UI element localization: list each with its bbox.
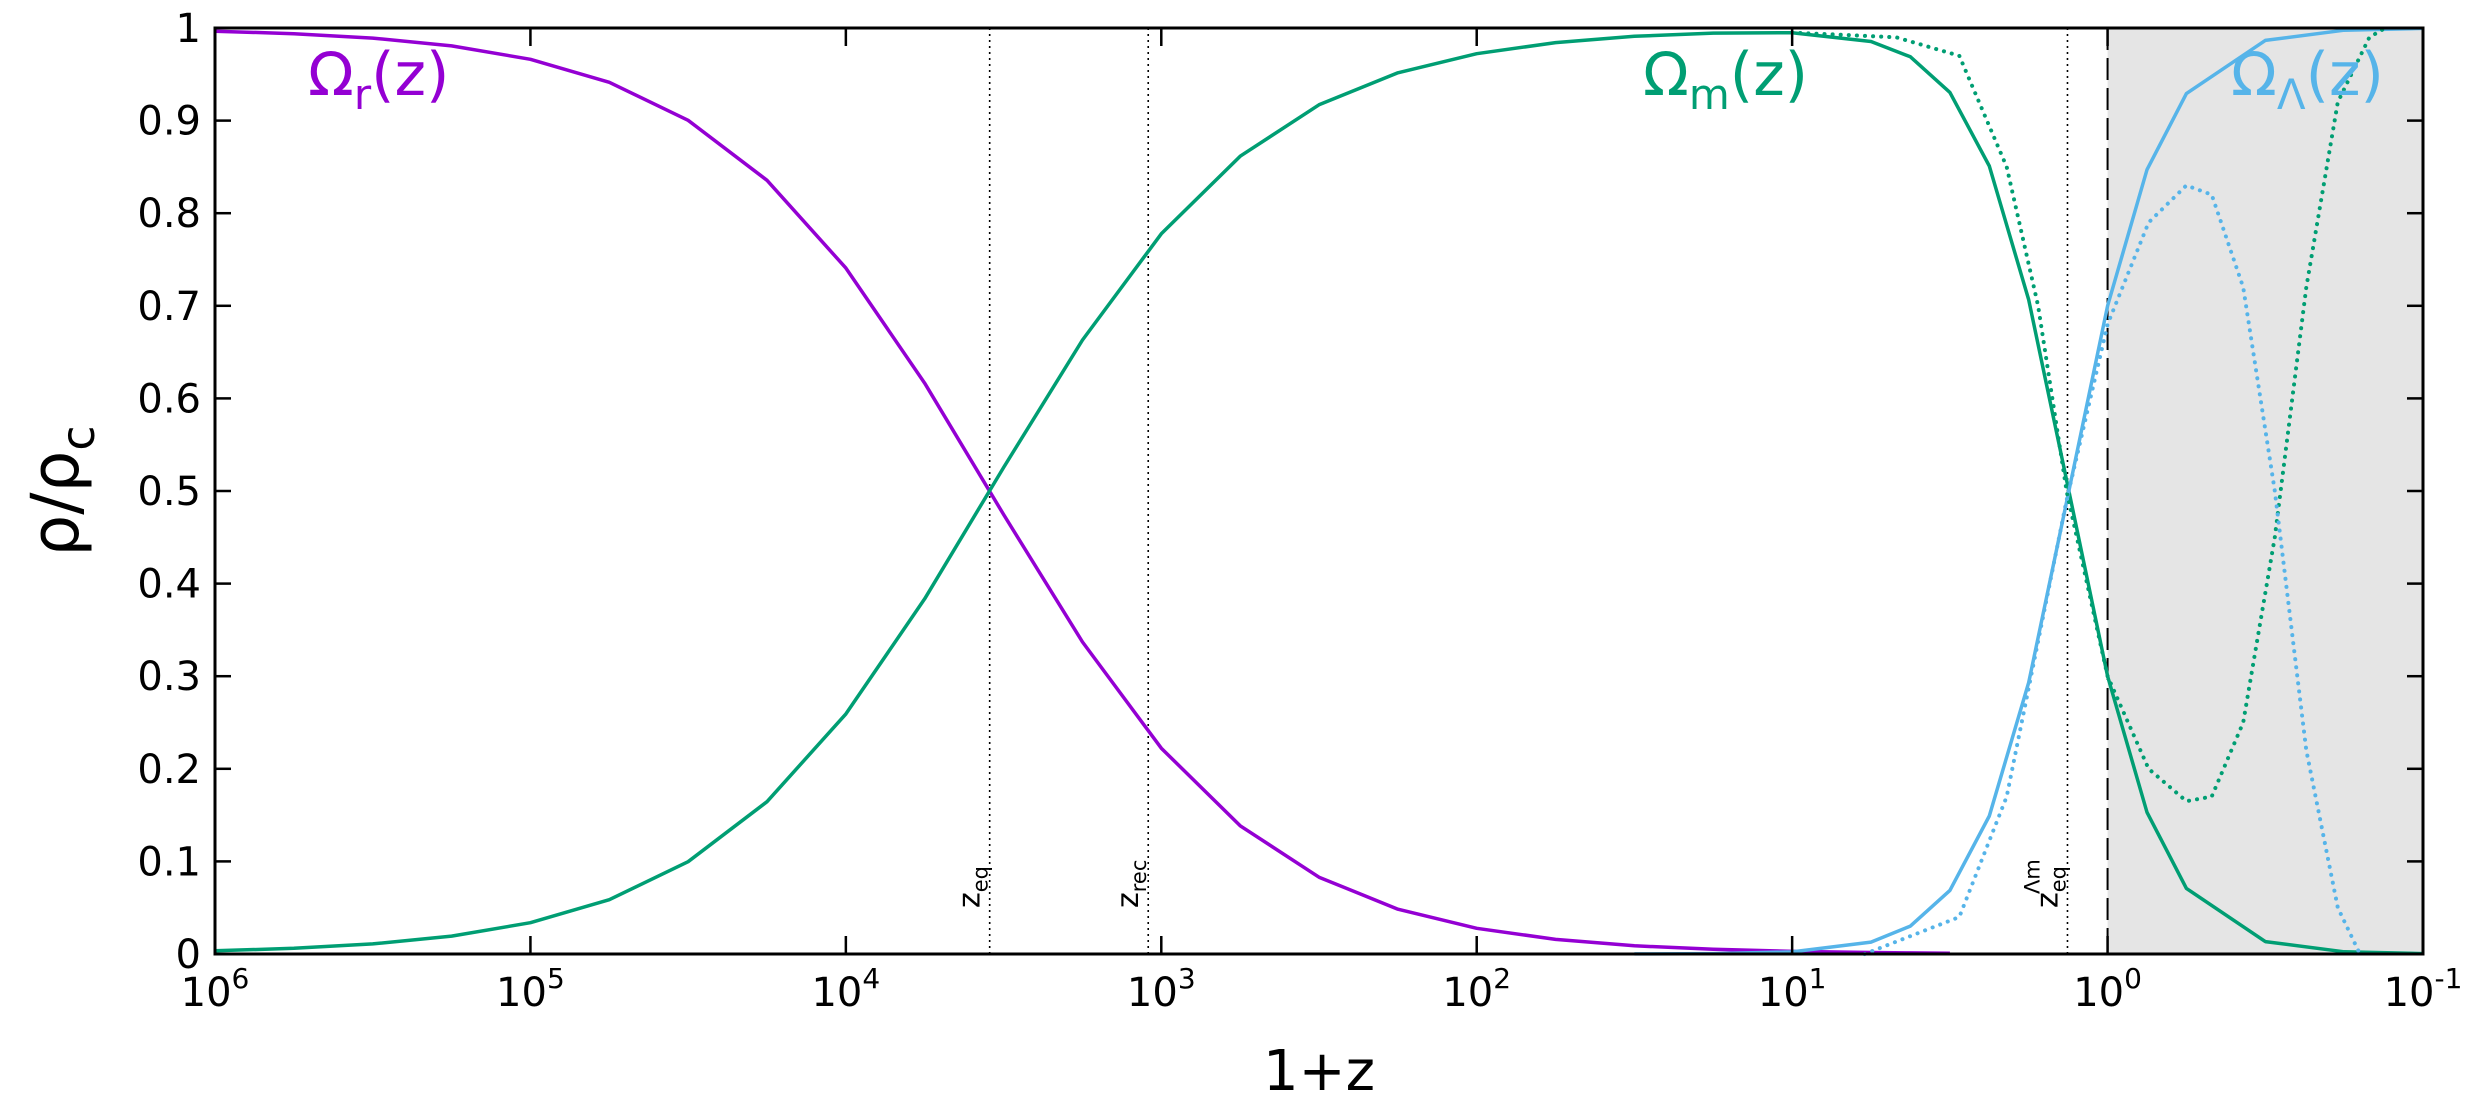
y-axis-label: ρ/ρc [17,425,105,556]
x-tick-exp: 4 [862,962,880,995]
x-tick-exp: 1 [1809,962,1827,995]
curve-label: Ωm(z) [1643,40,1808,119]
x-tick-label: 101 [1758,962,1827,1016]
dotted-curve [1862,183,2362,956]
x-tick-label: 103 [1127,962,1196,1016]
y-tick-label: 0.4 [137,562,201,608]
x-tick-base: 10 [2073,970,2124,1016]
marker-label-main: z [953,892,988,908]
curve-label-suffix: (z) [1730,40,1808,110]
marker-label: zrec [1111,860,1151,908]
x-tick-base: 10 [1758,970,1809,1016]
x-tick-base: 10 [2384,970,2435,1016]
y-tick-label: 1 [176,6,201,52]
x-tick-label: 100 [2073,962,2142,1016]
x-tick-label: 106 [181,962,250,1016]
curve-label-suffix: (z) [2306,40,2384,110]
marker-label-main: z [1111,892,1146,908]
curve-label-main: Ω [1643,40,1689,110]
x-tick-exp: 2 [1493,962,1511,995]
curve [214,29,1950,956]
y-tick-label: 0.9 [137,99,201,145]
curve-label: ΩΛ(z) [2231,40,2384,119]
x-tick-base: 10 [1127,970,1178,1016]
marker-label-sub: rec [1127,860,1151,893]
x-tick-base: 10 [496,970,547,1016]
curve-label-main: Ω [308,40,354,110]
y-tick-label: 0.2 [137,747,201,793]
curve-label-sub: Λ [2277,70,2306,119]
curve [214,30,2424,956]
curve-label-suffix: (z) [371,40,449,110]
x-tick-exp: 3 [1178,962,1196,995]
y-tick-label: 0 [176,932,201,978]
shaded-region [2107,28,2423,954]
y-tick-label: 0.8 [137,191,201,237]
curve-label-sub: m [1689,70,1730,119]
x-tick-label: 104 [811,962,880,1016]
curve-label: Ωr(z) [308,40,449,119]
y-axis-label-sub: c [51,425,105,450]
x-tick-label: 105 [496,962,565,1016]
x-axis-label: 1+z [1263,1039,1375,1104]
y-tick-label: 0.7 [137,284,201,330]
x-tick-exp: 5 [547,962,565,995]
plot-frame [213,26,2425,956]
marker-label: zeq [953,866,993,908]
y-tick-label: 0.6 [137,376,201,422]
y-tick-label: 0.5 [137,469,201,515]
curve-label-sub: r [354,70,372,119]
marker-label-sub: eq [2046,866,2070,892]
marker-label-sup: Λm [2020,859,2044,894]
marker-label: zeqΛm [2020,859,2070,908]
x-tick-exp: -1 [2434,962,2462,995]
y-axis-label-main: ρ/ρ [17,451,94,557]
x-tick-base: 10 [811,970,862,1016]
y-tick-label: 0.3 [137,654,201,700]
marker-label-main: z [2030,892,2065,908]
marker-label-sub: eq [969,866,993,892]
x-tick-label: 10-1 [2384,962,2463,1016]
y-tick-label: 0.1 [137,839,201,885]
x-tick-label: 102 [1442,962,1511,1016]
x-tick-base: 10 [181,970,232,1016]
x-tick-exp: 6 [232,962,250,995]
curve-label-main: Ω [2231,40,2277,110]
x-tick-exp: 0 [2124,962,2142,995]
x-tick-base: 10 [1442,970,1493,1016]
